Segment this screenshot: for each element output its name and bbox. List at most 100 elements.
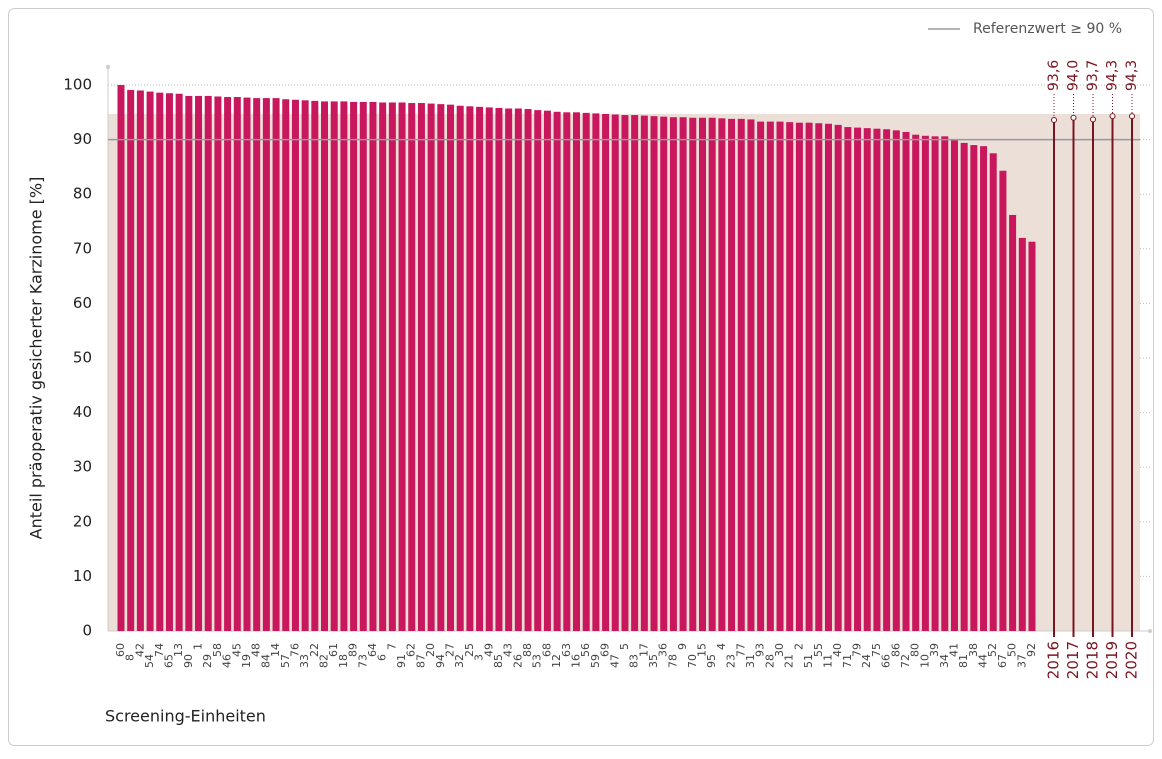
bar bbox=[447, 104, 455, 632]
x-tick-label: 12 bbox=[550, 654, 563, 668]
bar bbox=[466, 106, 474, 632]
x-tick-label: 47 bbox=[608, 654, 621, 668]
x-tick-label: 90 bbox=[182, 654, 195, 668]
bar bbox=[708, 117, 716, 632]
x-tick-label: 85 bbox=[492, 654, 505, 668]
year-point bbox=[1070, 114, 1077, 121]
y-axis-label: Anteil präoperativ gesicherter Karzinome… bbox=[27, 177, 46, 540]
x-tick-label: 25 bbox=[463, 643, 476, 657]
axis-end bbox=[106, 65, 110, 69]
bar bbox=[824, 123, 832, 631]
bar bbox=[611, 114, 619, 631]
y-tick-label: 80 bbox=[73, 185, 92, 203]
bar bbox=[1009, 214, 1017, 631]
bar bbox=[476, 106, 484, 631]
bar bbox=[766, 121, 774, 631]
x-tick-label: 10 bbox=[918, 654, 931, 668]
x-tick-label: 30 bbox=[773, 643, 786, 657]
y-tick-label: 100 bbox=[63, 76, 92, 94]
bar bbox=[650, 116, 658, 632]
x-tick-label: 16 bbox=[570, 654, 583, 668]
x-tick-label: 88 bbox=[521, 643, 534, 657]
bar bbox=[582, 112, 590, 631]
y-tick-label: 30 bbox=[73, 458, 92, 476]
x-tick-label: 14 bbox=[269, 643, 282, 657]
x-tick-label: 73 bbox=[356, 654, 369, 668]
bar bbox=[950, 140, 958, 631]
x-tick-label: 93 bbox=[754, 643, 767, 657]
x-tick-label: 74 bbox=[153, 643, 166, 657]
x-tick-label: 58 bbox=[211, 643, 224, 657]
x-tick-label: 42 bbox=[133, 643, 146, 657]
bar bbox=[359, 101, 367, 632]
x-tick-label: 53 bbox=[531, 654, 544, 668]
year-label: 2018 bbox=[1084, 641, 1102, 679]
x-tick-label: 26 bbox=[511, 654, 524, 668]
x-tick-label: 56 bbox=[579, 643, 592, 657]
year-label: 2017 bbox=[1064, 641, 1082, 679]
x-tick-label: 5 bbox=[618, 643, 631, 650]
bar bbox=[563, 112, 571, 632]
bar bbox=[834, 124, 842, 632]
x-tick-label: 68 bbox=[540, 643, 553, 657]
x-tick-label: 3 bbox=[473, 654, 486, 661]
x-tick-label: 7 bbox=[385, 643, 398, 650]
bar bbox=[912, 134, 920, 631]
x-tick-label: 39 bbox=[928, 643, 941, 657]
x-tick-label: 84 bbox=[259, 654, 272, 668]
x-tick-label: 32 bbox=[453, 654, 466, 668]
x-tick-label: 55 bbox=[812, 643, 825, 657]
x-tick-label: 1 bbox=[192, 643, 205, 650]
bar bbox=[272, 98, 280, 631]
x-tick-label: 46 bbox=[221, 654, 234, 668]
bar bbox=[291, 99, 299, 631]
bar bbox=[883, 129, 891, 632]
x-tick-label: 37 bbox=[1015, 654, 1028, 668]
y-tick-label: 90 bbox=[73, 130, 92, 148]
bar bbox=[621, 115, 629, 632]
y-tick-label: 20 bbox=[73, 512, 92, 530]
x-tick-label: 94 bbox=[434, 654, 447, 668]
bar bbox=[195, 95, 203, 631]
year-value-label: 94,3 bbox=[1105, 60, 1121, 91]
bar bbox=[417, 103, 425, 631]
bar bbox=[999, 170, 1007, 631]
bar bbox=[185, 95, 193, 631]
bar bbox=[718, 118, 726, 631]
bar bbox=[757, 121, 765, 631]
axis-end bbox=[1148, 629, 1152, 633]
x-tick-label: 78 bbox=[666, 654, 679, 668]
bar bbox=[311, 100, 319, 631]
y-tick-label: 70 bbox=[73, 239, 92, 257]
bar bbox=[388, 102, 396, 631]
x-tick-label: 38 bbox=[967, 643, 980, 657]
x-tick-label: 91 bbox=[395, 654, 408, 668]
bar bbox=[989, 153, 997, 631]
bar bbox=[330, 101, 338, 631]
x-tick-label: 29 bbox=[201, 654, 214, 668]
x-tick-label: 66 bbox=[880, 654, 893, 668]
bar bbox=[253, 98, 261, 631]
bar bbox=[553, 111, 561, 631]
x-axis-label: Screening-Einheiten bbox=[105, 707, 266, 726]
bar bbox=[573, 112, 580, 632]
x-tick-label: 69 bbox=[599, 643, 612, 657]
x-tick-label: 2 bbox=[792, 643, 805, 650]
y-tick-label: 60 bbox=[73, 294, 92, 312]
year-point bbox=[1109, 113, 1116, 120]
x-tick-label: 33 bbox=[298, 654, 311, 668]
bar bbox=[698, 117, 706, 632]
bar bbox=[156, 92, 164, 631]
x-tick-label: 20 bbox=[424, 643, 437, 657]
x-tick-label: 64 bbox=[366, 643, 379, 657]
bar bbox=[427, 103, 435, 632]
year-label: 2020 bbox=[1123, 641, 1141, 679]
year-point bbox=[1051, 116, 1057, 123]
x-tick-label: 54 bbox=[143, 654, 156, 668]
bar bbox=[505, 108, 513, 631]
bar bbox=[737, 118, 745, 631]
bar bbox=[204, 95, 212, 631]
x-tick-label: 18 bbox=[337, 654, 350, 668]
bar bbox=[136, 90, 144, 632]
